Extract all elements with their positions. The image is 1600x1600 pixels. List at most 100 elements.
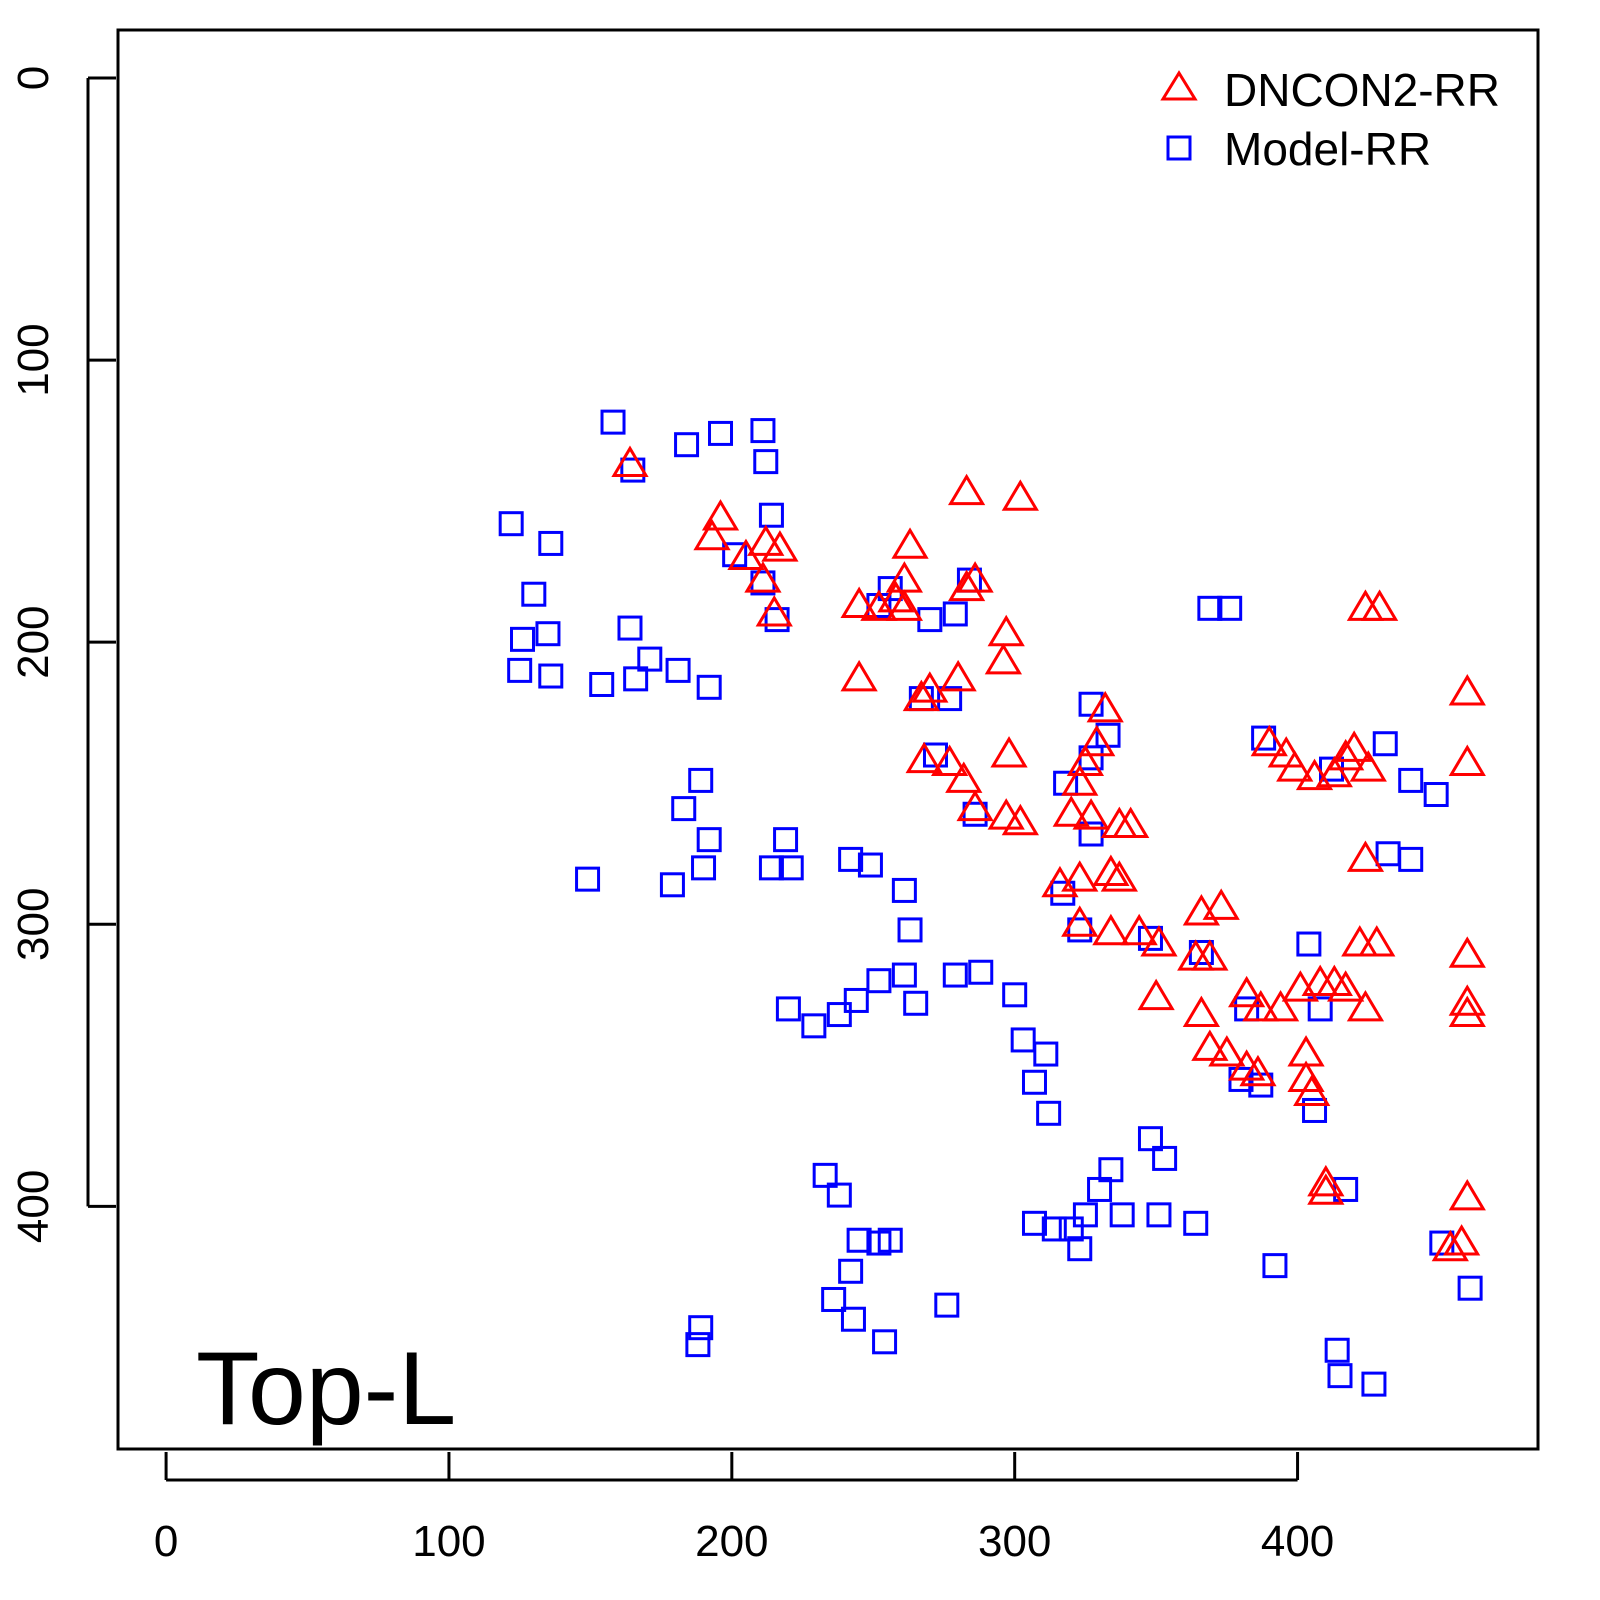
- dncon2-rr-point: [1191, 1029, 1229, 1061]
- model-rr-point: [843, 987, 869, 1013]
- dncon2-rr-point: [1431, 1229, 1469, 1262]
- model-rr-point: [821, 1286, 847, 1312]
- dncon2-rr-point: [611, 445, 649, 477]
- dncon2-rr-point: [840, 586, 878, 618]
- dncon2-rr-point: [1112, 806, 1150, 839]
- model-rr-point: [1137, 925, 1163, 951]
- dncon2-rr-point: [1346, 989, 1385, 1022]
- dncon2-rr-point: [905, 741, 943, 774]
- model-rr-point: [942, 601, 968, 627]
- dncon2-rr-point: [885, 589, 924, 621]
- dncon2-rr-point: [1295, 758, 1334, 791]
- model-rr-point: [1078, 821, 1104, 847]
- dncon2-rr-point: [1281, 970, 1320, 1002]
- dncon2-rr-point: [1448, 995, 1486, 1028]
- model-rr-point: [510, 626, 536, 652]
- dncon2-rr-point: [1307, 1164, 1345, 1197]
- model-rr-point: [758, 502, 784, 528]
- model-rr-point: [891, 877, 917, 903]
- dncon2-rr-point: [1261, 989, 1300, 1022]
- model-rr-point: [866, 968, 892, 994]
- model-rr-point: [891, 962, 917, 988]
- dncon2-rr-point: [1120, 913, 1158, 946]
- dncon2-rr-point: [1072, 798, 1110, 830]
- dncon2-rr-point: [931, 744, 969, 776]
- y-tick-label: 100: [9, 323, 58, 396]
- dncon2-rr-point: [1137, 978, 1175, 1011]
- model-rr-point: [1010, 1027, 1036, 1053]
- model-rr-point: [671, 796, 697, 822]
- dncon2-rr-point: [1349, 750, 1387, 782]
- y-axis: 0 100 200 300 400: [9, 66, 116, 1243]
- model-rr-point: [962, 801, 988, 827]
- dncon2-rr-point: [1276, 750, 1314, 782]
- model-rr-point: [1296, 931, 1322, 957]
- dncon2-rr-point: [911, 671, 949, 703]
- dncon2-rr-point: [990, 736, 1028, 768]
- model-rr-point: [637, 646, 663, 672]
- dncon2-rr-point: [1092, 913, 1130, 946]
- model-rr-point: [1217, 595, 1243, 621]
- model-rr-point: [764, 607, 790, 633]
- model-rr-point: [1302, 1097, 1328, 1123]
- model-rr-point: [857, 852, 883, 878]
- dncon2-rr-point: [1448, 1178, 1486, 1211]
- dncon2-rr-point: [1242, 989, 1280, 1022]
- dncon2-rr-point: [947, 569, 986, 602]
- model-rr-point: [942, 962, 968, 988]
- model-rr-point: [826, 1182, 852, 1208]
- dncon2-rr-point: [877, 580, 915, 613]
- model-rr-point: [1067, 1236, 1093, 1262]
- dncon2-rr-point: [1001, 479, 1039, 511]
- y-tick-label: 200: [9, 605, 58, 678]
- model-rr-point: [623, 666, 649, 692]
- model-rr-point: [1021, 1210, 1047, 1236]
- dncon2-rr-point: [1191, 939, 1229, 971]
- model-rr-point: [812, 1162, 838, 1188]
- model-rr-point: [1197, 595, 1223, 621]
- dncon2-rr-point: [1202, 888, 1240, 920]
- model-rr-point: [708, 420, 734, 446]
- model-rr-point: [877, 576, 903, 602]
- model-rr-point: [1375, 841, 1401, 867]
- model-rr-point: [846, 1227, 872, 1253]
- model-rr-point: [1098, 1157, 1124, 1183]
- dncon2-rr-point: [891, 527, 929, 559]
- model-rr-point: [538, 663, 564, 689]
- dncon2-rr-point: [947, 473, 986, 506]
- model-rr-point: [498, 511, 524, 537]
- dncon2-rr-point: [1086, 690, 1124, 723]
- model-rr-point: [685, 1332, 711, 1358]
- model-rr-point: [1307, 996, 1333, 1022]
- model-rr-point: [1109, 1202, 1135, 1228]
- dncon2-rr-point: [1307, 1173, 1345, 1205]
- model-rr-point: [775, 996, 801, 1022]
- dncon2-rr-point: [956, 561, 994, 593]
- x-tick-label: 0: [154, 1517, 178, 1566]
- model-rr-point: [521, 581, 547, 607]
- dncon2-rr-point: [1228, 975, 1266, 1008]
- model-rr-point: [801, 1013, 827, 1039]
- model-rr-point: [1398, 767, 1424, 793]
- legend-label-dncon2: DNCON2-RR: [1224, 64, 1500, 116]
- x-axis: 0 100 200 300 400: [154, 1452, 1334, 1566]
- dncon2-rr-point: [1066, 744, 1105, 776]
- model-rr-point: [937, 686, 963, 712]
- model-rr-point: [659, 872, 685, 898]
- dncon2-rr-point: [693, 518, 731, 551]
- model-rr-point: [838, 846, 864, 872]
- dncon2-rr-point: [902, 679, 940, 712]
- legend: DNCON2-RR Model-RR: [1160, 64, 1500, 175]
- model-rr-point: [872, 1329, 898, 1355]
- model-rr-point: [688, 767, 714, 793]
- model-rr-point: [877, 1227, 903, 1253]
- dncon2-rr-point: [1335, 730, 1373, 762]
- dncon2-rr-point: [1092, 854, 1130, 887]
- dncon2-rr-point: [1448, 936, 1486, 968]
- dncon2-rr-point: [1061, 905, 1099, 937]
- y-tick-label: 0: [9, 66, 58, 90]
- legend-label-model: Model-RR: [1224, 123, 1431, 175]
- model-rr-point: [838, 1258, 864, 1284]
- dncon2-rr-point: [1315, 755, 1353, 788]
- model-rr-point: [538, 530, 564, 556]
